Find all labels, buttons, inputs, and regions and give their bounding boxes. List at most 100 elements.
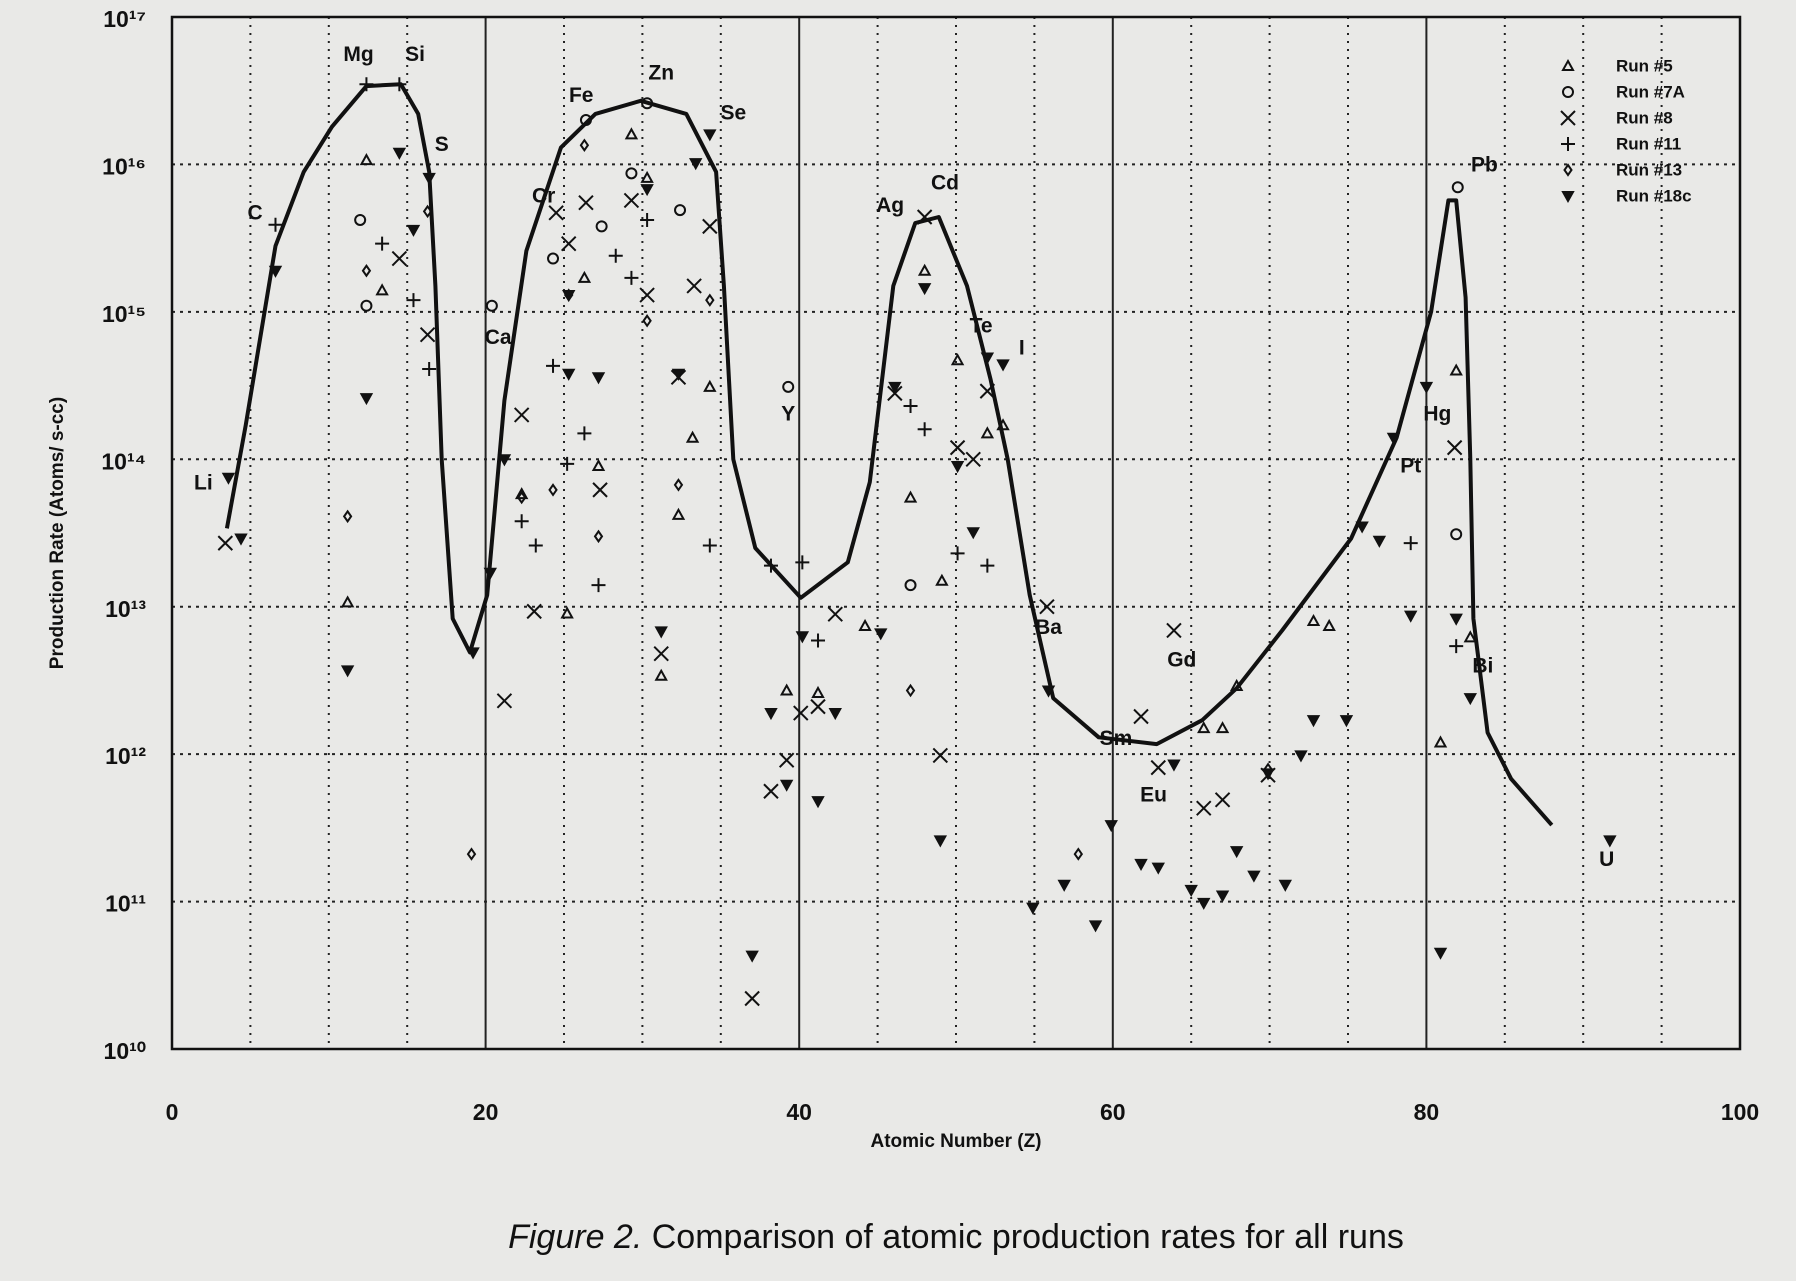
element-label: Te [970, 314, 993, 337]
data-point [1446, 439, 1463, 456]
data-point [1449, 613, 1463, 626]
data-point [1450, 528, 1463, 541]
data-point [686, 278, 702, 294]
data-point [1463, 630, 1477, 643]
data-point [608, 248, 623, 263]
data-point [361, 264, 372, 278]
element-label: Hg [1423, 402, 1451, 425]
plot-frame [170, 15, 1742, 1051]
data-point [1151, 862, 1165, 875]
data-point [406, 224, 421, 237]
legend-label: Run #8 [1616, 108, 1673, 127]
data-point [640, 212, 655, 227]
data-point [1372, 535, 1387, 548]
caption-label: Figure 2. [508, 1218, 642, 1256]
data-point [642, 314, 652, 328]
data-point [763, 783, 779, 799]
legend-marker [1561, 137, 1575, 151]
data-point [624, 270, 639, 285]
data-point [744, 990, 760, 1007]
data-point [562, 368, 576, 381]
data-point [516, 490, 527, 505]
data-point [965, 451, 981, 467]
data-point [1134, 858, 1148, 871]
data-point [406, 293, 421, 308]
element-label: Gd [1167, 648, 1196, 671]
data-point [375, 236, 390, 251]
element-label: U [1599, 848, 1614, 871]
data-point [1449, 639, 1464, 654]
data-point [591, 372, 606, 385]
data-point [526, 603, 542, 620]
data-point [419, 326, 436, 343]
data-point [874, 628, 888, 641]
data-point [685, 430, 700, 443]
data-point [592, 482, 608, 498]
data-point [221, 472, 236, 485]
element-label: Ag [876, 194, 904, 217]
data-point [1419, 381, 1434, 394]
data-point [1463, 693, 1477, 706]
data-point [1433, 735, 1448, 748]
data-point [340, 665, 355, 678]
data-point [483, 567, 498, 580]
caption-text: Comparison of atomic production rates fo… [652, 1218, 1404, 1256]
data-point [1197, 721, 1211, 734]
caption: Figure 2. Comparison of atomic productio… [508, 1218, 1404, 1256]
data-point [496, 693, 513, 709]
data-point [917, 422, 932, 437]
data-point [778, 752, 795, 768]
data-point [560, 456, 575, 471]
data-point [705, 293, 715, 307]
data-point [779, 779, 794, 792]
data-point [485, 299, 498, 312]
y-tick-label: 10¹⁶ [102, 154, 146, 180]
data-point [1306, 715, 1321, 728]
x-tick-label: 0 [166, 1099, 179, 1125]
x-tick-label: 40 [786, 1099, 812, 1125]
data-point [560, 606, 574, 619]
data-point [422, 361, 437, 376]
data-point [359, 393, 374, 406]
data-point [904, 579, 917, 592]
data-point [1215, 890, 1230, 903]
data-point [980, 352, 995, 365]
data-point [354, 214, 367, 226]
legend-marker [1561, 191, 1575, 204]
data-point [795, 631, 810, 644]
data-point [950, 461, 965, 474]
element-label: Y [781, 402, 795, 425]
data-point [595, 220, 608, 233]
element-label: Sm [1100, 727, 1133, 750]
data-point [671, 368, 686, 381]
legend-label: Run #7A [1616, 82, 1685, 101]
data-point [342, 509, 353, 524]
data-point [858, 618, 872, 631]
y-tick-label: 10¹⁰ [104, 1038, 146, 1064]
data-point [811, 685, 825, 698]
data-point [641, 97, 654, 110]
data-point [562, 290, 576, 303]
x-axis-title: Atomic Number (Z) [871, 1131, 1042, 1152]
data-point [1057, 879, 1071, 892]
data-point [268, 217, 283, 232]
data-point [996, 418, 1010, 431]
data-point [793, 705, 809, 721]
data-point [591, 578, 606, 593]
y-tick-label: 10¹⁴ [101, 448, 146, 474]
y-axis-title: Production Rate (Atoms/ s-cc) [47, 397, 68, 669]
data-point [1196, 800, 1212, 816]
data-point [1261, 768, 1275, 781]
data-point [1386, 432, 1401, 445]
y-tick-label: 10¹⁵ [102, 301, 146, 327]
y-tick-label: 10¹² [105, 743, 146, 769]
data-point [671, 507, 686, 520]
data-point [1451, 181, 1464, 194]
data-point [359, 77, 374, 92]
data-point [1603, 835, 1617, 848]
element-label: Cd [931, 171, 959, 194]
data-point [579, 114, 592, 126]
data-point [513, 407, 530, 423]
data-point [949, 439, 966, 456]
